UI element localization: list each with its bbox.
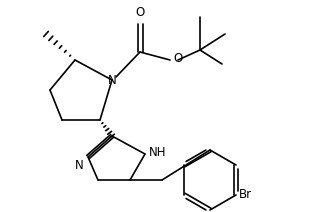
Text: O: O bbox=[135, 6, 145, 19]
Text: O: O bbox=[173, 53, 182, 66]
Text: NH: NH bbox=[149, 146, 167, 159]
Text: N: N bbox=[75, 159, 84, 172]
Text: N: N bbox=[108, 74, 116, 86]
Text: Br: Br bbox=[239, 188, 252, 201]
